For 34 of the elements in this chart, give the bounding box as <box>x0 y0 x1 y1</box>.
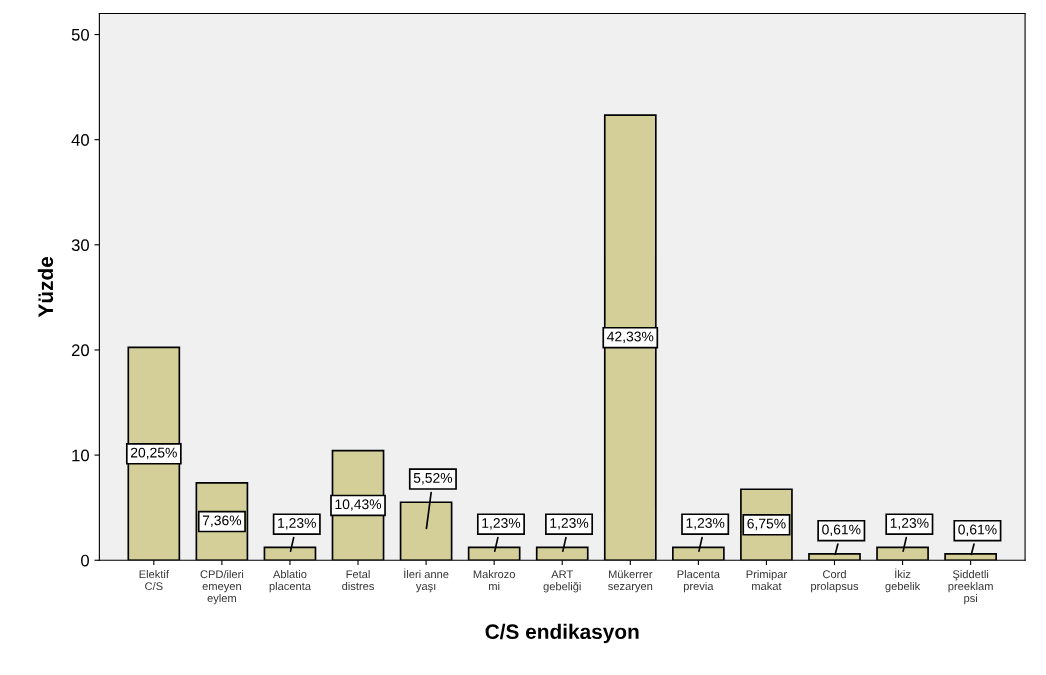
x-tick-label: Mükerrer sezaryen <box>608 569 653 593</box>
data-label: 1,23% <box>686 518 725 530</box>
y-tick-label: 0 <box>81 554 89 567</box>
y-tick-label: 40 <box>71 134 89 146</box>
x-tick-label: CPD/ileri emeyen eylem <box>200 569 244 605</box>
data-label: 1,23% <box>550 518 589 530</box>
data-label: 0,61% <box>958 524 997 537</box>
x-axis-title: C/S endikasyon <box>485 623 639 644</box>
x-tick-label: İleri anne yaşı <box>404 568 449 593</box>
data-label: 1,23% <box>890 518 929 530</box>
y-tick-label: 30 <box>71 239 89 252</box>
data-label: 1,23% <box>278 518 316 530</box>
x-tick-label: Primipar makat <box>746 569 787 591</box>
x-tick-label: Şiddetli preeklam psi <box>948 569 993 605</box>
data-label: 6,75% <box>747 518 786 531</box>
y-tick-label: 50 <box>71 28 89 41</box>
data-label: 7,36% <box>202 515 242 527</box>
y-tick-label: 10 <box>72 449 89 462</box>
x-tick-label: Makrozo mi <box>473 569 515 590</box>
y-axis-title: Yüzde <box>37 256 54 318</box>
x-tick-label: Ablatio placenta <box>269 569 311 593</box>
x-tick-label: ART gebeliği <box>543 570 581 593</box>
x-tick-label: Fetal distres <box>342 569 374 591</box>
x-tick-label: Cord prolapsus <box>811 569 859 593</box>
data-label: 42,33% <box>607 331 654 344</box>
data-label: 1,23% <box>482 518 521 530</box>
x-tick-label: İkiz gebelik <box>885 568 921 593</box>
data-label: 5,52% <box>413 472 453 485</box>
y-tick-label: 20 <box>71 344 89 357</box>
data-label: 0,61% <box>822 524 861 537</box>
data-label: 20,25% <box>130 447 177 460</box>
x-tick-label: Elektif C/S <box>139 569 169 591</box>
x-tick-label: Placenta previa <box>677 569 720 593</box>
data-label: 10,43% <box>335 499 382 511</box>
